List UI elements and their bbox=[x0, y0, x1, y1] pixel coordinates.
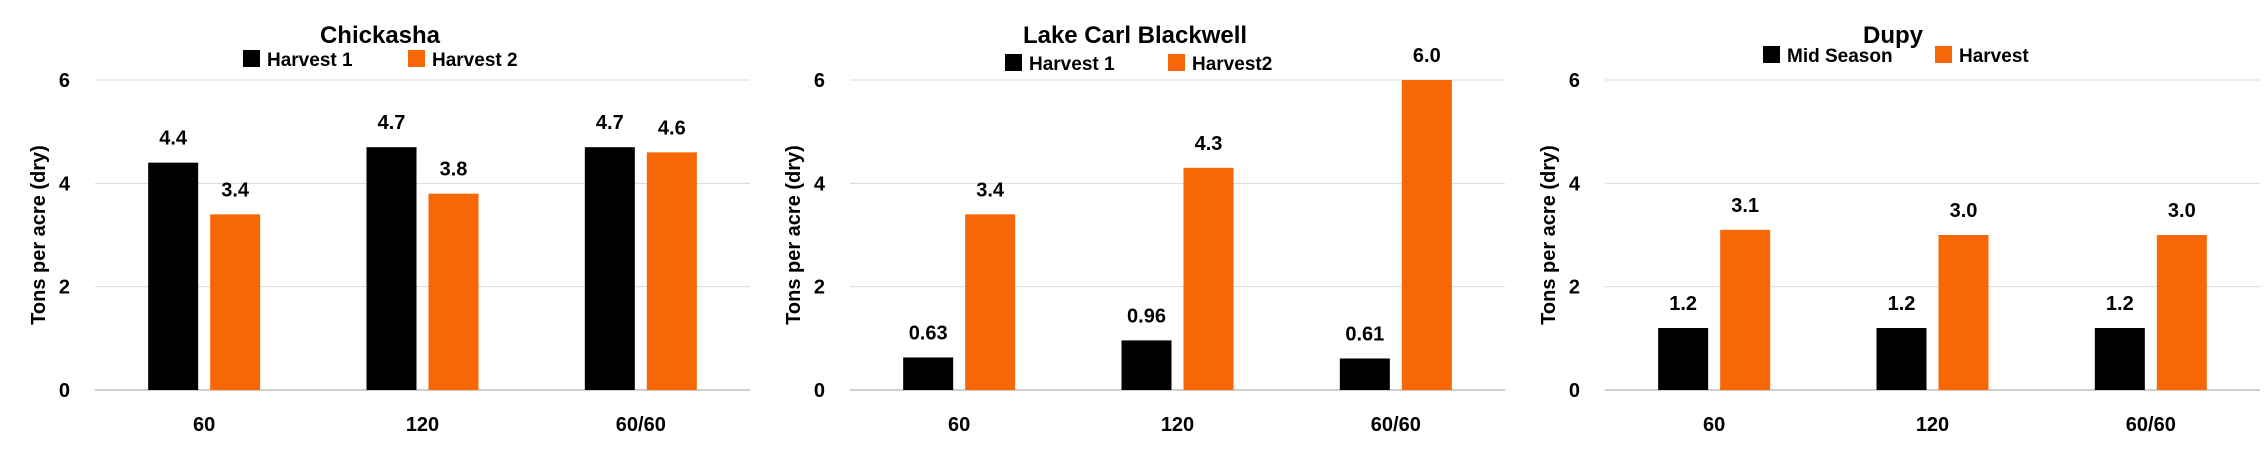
y-tick-label: 6 bbox=[1569, 70, 1580, 92]
y-tick-label: 4 bbox=[1569, 173, 1581, 195]
legend-swatch-1 bbox=[1168, 54, 1185, 71]
legend-swatch-1 bbox=[408, 50, 425, 67]
data-label: 3.1 bbox=[1731, 195, 1759, 217]
legend-label-0: Harvest 1 bbox=[267, 50, 353, 71]
data-label: 1.2 bbox=[1888, 293, 1916, 315]
legend-label-0: Mid Season bbox=[1787, 46, 1893, 67]
chart-title: Lake Carl Blackwell bbox=[1023, 22, 1247, 49]
bar-1-1 bbox=[1938, 235, 1989, 390]
bar-0-1 bbox=[366, 147, 417, 390]
chart-title: Chickasha bbox=[320, 22, 441, 49]
bar-1-0 bbox=[210, 214, 261, 390]
data-label: 4.3 bbox=[1195, 133, 1223, 155]
legend-label-1: Harvest 2 bbox=[432, 50, 518, 71]
chart-panel-1: Lake Carl Blackwell Harvest 1 Harvest2 0 2 4 6… bbox=[783, 22, 1505, 436]
y-tick-label: 6 bbox=[814, 70, 825, 92]
legend-swatch-1 bbox=[1935, 46, 1952, 63]
data-label: 3.0 bbox=[1950, 200, 1978, 222]
legend-label-1: Harvest bbox=[1959, 46, 2029, 67]
y-tick-label: 0 bbox=[1569, 380, 1580, 402]
bar-1-2 bbox=[646, 152, 697, 390]
bar-1-0 bbox=[965, 214, 1016, 390]
x-tick-label: 60/60 bbox=[616, 414, 666, 436]
y-tick-label: 2 bbox=[59, 277, 70, 299]
legend-label-1: Harvest2 bbox=[1192, 54, 1272, 75]
x-tick-label: 120 bbox=[406, 414, 439, 436]
data-label: 1.2 bbox=[1669, 293, 1697, 315]
data-label: 4.7 bbox=[378, 112, 406, 134]
data-label: 0.96 bbox=[1127, 305, 1166, 327]
data-label: 0.61 bbox=[1345, 323, 1384, 345]
legend-swatch-0 bbox=[1005, 54, 1022, 71]
bar-0-0 bbox=[148, 162, 199, 390]
bar-0-2 bbox=[2094, 328, 2145, 390]
y-tick-label: 2 bbox=[1569, 277, 1580, 299]
x-tick-label: 60 bbox=[1703, 414, 1725, 436]
data-label: 3.0 bbox=[2168, 200, 2196, 222]
data-label: 3.4 bbox=[976, 179, 1005, 201]
data-label: 4.6 bbox=[658, 117, 686, 139]
x-tick-label: 60/60 bbox=[2126, 414, 2176, 436]
bar-0-0 bbox=[1658, 328, 1709, 390]
y-axis-label: Tons per acre (dry) bbox=[1538, 145, 1560, 325]
bar-1-2 bbox=[1401, 80, 1452, 390]
y-tick-label: 0 bbox=[59, 380, 70, 402]
y-tick-label: 6 bbox=[59, 70, 70, 92]
data-label: 1.2 bbox=[2106, 293, 2134, 315]
x-tick-label: 60 bbox=[193, 414, 215, 436]
y-axis-label: Tons per acre (dry) bbox=[28, 145, 50, 325]
bar-0-2 bbox=[1339, 358, 1390, 390]
data-label: 3.8 bbox=[440, 159, 468, 181]
legend-label-0: Harvest 1 bbox=[1029, 54, 1115, 75]
data-label: 4.4 bbox=[159, 128, 188, 150]
bar-0-0 bbox=[903, 357, 954, 390]
bar-0-2 bbox=[584, 147, 635, 390]
y-axis-label: Tons per acre (dry) bbox=[783, 145, 805, 325]
bar-0-1 bbox=[1121, 340, 1172, 390]
x-tick-label: 60/60 bbox=[1371, 414, 1421, 436]
legend-swatch-0 bbox=[243, 50, 260, 67]
x-tick-label: 120 bbox=[1916, 414, 1949, 436]
data-label: 6.0 bbox=[1413, 45, 1441, 67]
bar-1-2 bbox=[2156, 235, 2207, 390]
y-tick-label: 2 bbox=[814, 277, 825, 299]
legend-swatch-0 bbox=[1763, 46, 1780, 63]
y-tick-label: 0 bbox=[814, 380, 825, 402]
chart-title: Dupy bbox=[1863, 22, 1924, 49]
data-label: 0.63 bbox=[909, 322, 948, 344]
x-tick-label: 60 bbox=[948, 414, 970, 436]
bar-1-1 bbox=[1183, 167, 1234, 390]
data-label: 4.7 bbox=[596, 112, 624, 134]
data-label: 3.4 bbox=[221, 179, 250, 201]
bar-1-0 bbox=[1720, 229, 1771, 390]
y-tick-label: 4 bbox=[814, 173, 826, 195]
bar-1-1 bbox=[428, 193, 479, 390]
x-tick-label: 120 bbox=[1161, 414, 1194, 436]
y-tick-label: 4 bbox=[59, 173, 71, 195]
bar-0-1 bbox=[1876, 328, 1927, 390]
